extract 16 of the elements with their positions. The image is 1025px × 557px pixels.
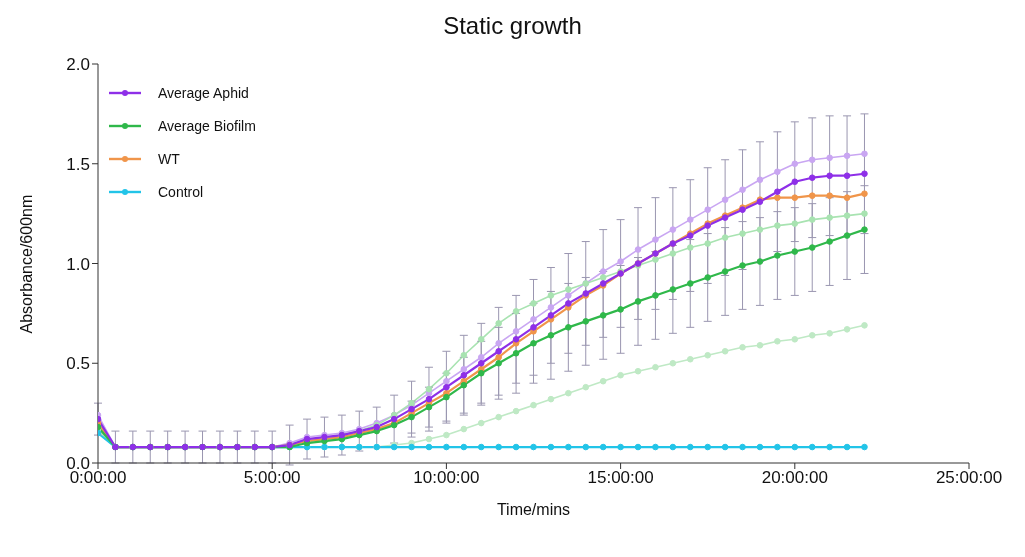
x-tick-label: 25:00:00 (935, 468, 1003, 488)
legend-label: Average Biofilm (158, 117, 256, 134)
legend-label: WT (158, 150, 180, 167)
x-axis-title: Time/mins (496, 501, 571, 518)
y-tick-label: 1.0 (66, 254, 90, 274)
x-tick-label: 20:00:00 (761, 468, 828, 488)
y-tick-label: 0.5 (66, 354, 90, 374)
y-tick-label: 1.5 (66, 154, 90, 174)
x-tick-label: 10:00:00 (413, 468, 480, 488)
y-tick-label: 2.0 (66, 55, 90, 75)
y-axis-title: Absorbance/600nm (17, 194, 35, 334)
chart-title: Static growth (442, 12, 583, 40)
x-tick-label: 15:00:00 (587, 468, 654, 488)
legend-label: Control (158, 183, 204, 200)
x-tick-label: 5:00:00 (243, 468, 301, 488)
legend-label: Average Aphid (158, 84, 249, 101)
